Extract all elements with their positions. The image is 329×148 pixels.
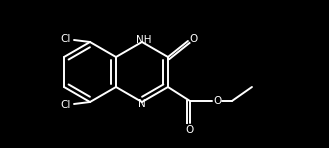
Text: Cl: Cl (61, 34, 71, 44)
Text: Cl: Cl (61, 100, 71, 110)
Text: O: O (214, 96, 222, 106)
Text: NH: NH (136, 35, 152, 45)
Text: O: O (186, 125, 194, 135)
Text: O: O (190, 34, 198, 44)
Text: N: N (138, 99, 146, 109)
